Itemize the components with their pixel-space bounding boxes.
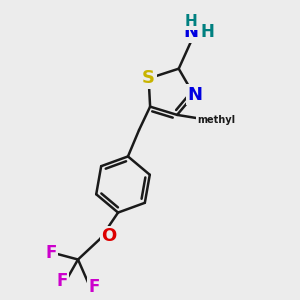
- Text: N: N: [188, 86, 203, 104]
- Text: H: H: [200, 23, 214, 41]
- Text: O: O: [101, 227, 116, 245]
- Text: H: H: [184, 14, 197, 29]
- Text: F: F: [88, 278, 100, 296]
- Text: S: S: [142, 70, 155, 88]
- Text: N: N: [183, 23, 198, 41]
- Text: methyl: methyl: [197, 115, 235, 125]
- Text: F: F: [56, 272, 68, 290]
- Text: F: F: [46, 244, 57, 262]
